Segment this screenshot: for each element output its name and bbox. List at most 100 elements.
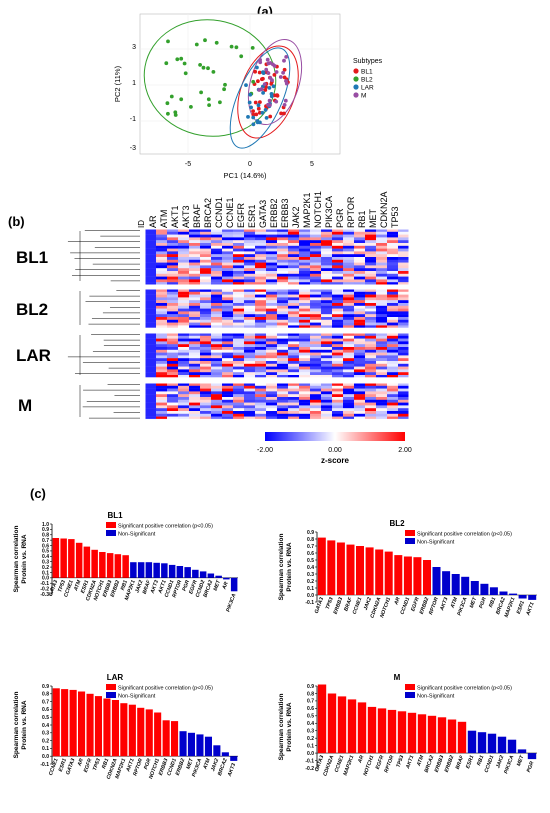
heatmap-cell [332, 303, 344, 306]
heatmap-cell [244, 385, 256, 389]
heatmap-cell [233, 240, 245, 244]
heatmap-cell [255, 240, 267, 244]
heatmap-cell [288, 303, 300, 306]
heatmap-cell [310, 349, 322, 353]
heatmap-cell [167, 314, 179, 318]
heatmap-cell [167, 352, 179, 356]
bar-category-label: BRCA2 [424, 755, 436, 774]
heatmap-cell [299, 231, 311, 235]
heatmap-cell [310, 311, 322, 315]
heatmap-cell [156, 257, 168, 260]
heatmap-cell [310, 341, 322, 345]
heatmap-cell [277, 363, 289, 367]
heatmap-cell [310, 355, 322, 359]
pca-point [250, 46, 255, 50]
legend-label-significant: Significant positive correlation (p<0.05… [118, 524, 213, 530]
heatmap-cell [167, 234, 179, 238]
heatmap-cell [310, 273, 322, 277]
heatmap-cell [211, 363, 223, 367]
heatmap-cell [145, 408, 157, 412]
heatmap-cell [255, 352, 267, 356]
heatmap-cell [266, 391, 278, 395]
heatmap-cell [321, 245, 333, 249]
heatmap-cell [266, 349, 278, 353]
heatmap-cell [321, 231, 333, 235]
bar [413, 557, 422, 595]
heatmap-cell [189, 352, 201, 356]
heatmap-cell [211, 366, 223, 370]
heatmap-cell [321, 344, 333, 348]
heatmap-cell [277, 291, 289, 295]
heatmap-cell [178, 268, 190, 272]
heatmap-cell [156, 291, 168, 295]
heatmap-cell [365, 402, 377, 406]
heatmap-cell [365, 234, 377, 238]
heatmap-cell [266, 366, 278, 370]
heatmap-cell [310, 297, 322, 301]
heatmap-cell [277, 411, 289, 414]
heatmap-cell [310, 375, 322, 378]
pca-point [175, 57, 180, 62]
heatmap-cell [167, 344, 179, 348]
heatmap-cell [288, 234, 300, 238]
heatmap-cell [266, 355, 278, 359]
heatmap-cell [189, 361, 201, 364]
heatmap-cell [365, 305, 377, 309]
heatmap-cell [398, 262, 410, 266]
heatmap-cell [222, 394, 234, 398]
heatmap-cell [255, 297, 267, 301]
heatmap-cell [354, 243, 366, 246]
heatmap-cell [387, 289, 399, 292]
heatmap-cell [178, 322, 190, 326]
heatmap-cell [211, 300, 223, 304]
heatmap-cell [178, 391, 190, 395]
heatmap-cell [178, 358, 190, 362]
pca-ellipse [143, 19, 277, 137]
heatmap-cell [222, 375, 234, 378]
heatmap-cell [244, 358, 256, 362]
heatmap-cell [200, 411, 212, 414]
heatmap-cell [178, 279, 190, 283]
heatmap-gene-label: BRCA2 [203, 198, 213, 228]
heatmap-cell [288, 399, 300, 403]
heatmap-cell [145, 240, 157, 244]
heatmap-cell [244, 282, 256, 286]
heatmap-cell [156, 408, 168, 412]
bar-category-label: PGR [526, 760, 536, 773]
heatmap-cell [222, 279, 234, 283]
heatmap-cell [244, 265, 256, 269]
heatmap-cell [310, 279, 322, 283]
heatmap-cell [211, 358, 223, 362]
heatmap-cell [376, 397, 388, 400]
heatmap-cell [222, 361, 234, 364]
heatmap-cell [332, 243, 344, 246]
bar [517, 749, 527, 754]
heatmap-cell [288, 397, 300, 400]
bar [327, 540, 336, 595]
heatmap-cell [376, 282, 388, 286]
heatmap-cell [233, 308, 245, 312]
bar-y-tick-label: 0.2 [42, 565, 49, 571]
heatmap-cell [387, 276, 399, 280]
heatmap-cell [222, 399, 234, 403]
heatmap-cell [310, 408, 322, 412]
heatmap-cell [211, 408, 223, 412]
heatmap-cell [376, 251, 388, 255]
pca-xtick: 5 [310, 161, 314, 168]
heatmap-cell [321, 411, 333, 414]
heatmap-cell [211, 265, 223, 269]
heatmap-cell [266, 273, 278, 277]
heatmap-cell [365, 361, 377, 364]
zscore-label: z-score [321, 456, 350, 465]
heatmap-cell [156, 322, 168, 326]
heatmap-cell [376, 265, 388, 269]
pca-point [272, 73, 277, 77]
heatmap-cell [332, 240, 344, 244]
heatmap-cell [211, 231, 223, 235]
bar [384, 551, 393, 595]
heatmap-cell [233, 338, 245, 342]
heatmap-cell [277, 322, 289, 326]
bar-category-label: TP53 [57, 579, 67, 593]
heatmap-cell [222, 344, 234, 348]
heatmap-cell [211, 234, 223, 238]
